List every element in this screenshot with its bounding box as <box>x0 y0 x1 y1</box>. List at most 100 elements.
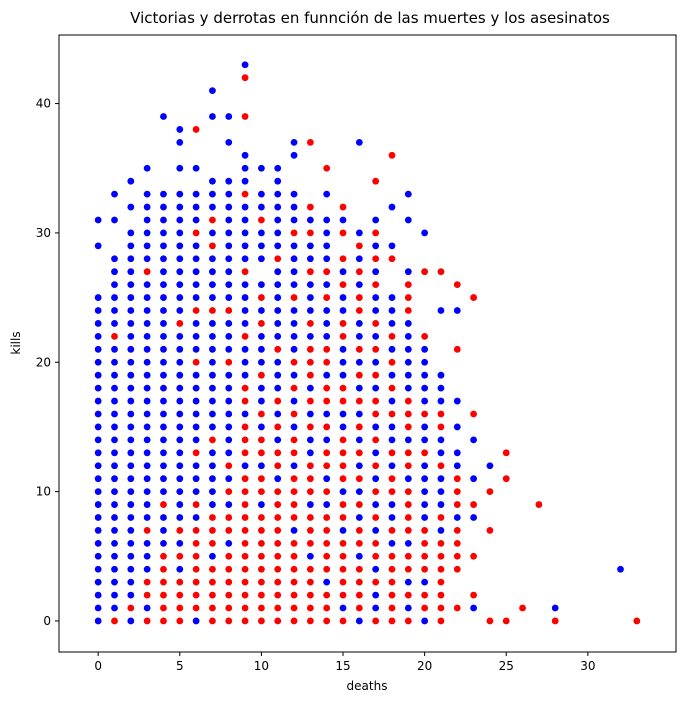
win-point <box>192 410 200 418</box>
win-point <box>143 488 151 496</box>
win-point <box>192 462 200 470</box>
win-point <box>241 203 249 211</box>
loss-point <box>192 565 200 573</box>
win-point <box>176 138 184 146</box>
win-point <box>241 320 249 327</box>
win-point <box>258 203 265 211</box>
loss-point <box>339 397 347 405</box>
win-point <box>143 371 151 379</box>
win-point <box>225 203 233 211</box>
loss-point <box>453 527 461 534</box>
win-point <box>404 216 412 224</box>
win-point <box>192 281 200 289</box>
win-point <box>274 281 282 289</box>
win-point <box>258 229 265 237</box>
win-point <box>225 281 233 289</box>
win-point <box>241 345 249 353</box>
loss-point <box>453 565 461 573</box>
win-point <box>94 591 102 599</box>
loss-point <box>437 539 445 547</box>
win-point <box>372 268 380 276</box>
win-point <box>143 242 151 250</box>
loss-point <box>306 138 314 146</box>
loss-point <box>372 617 380 625</box>
win-point <box>160 527 167 534</box>
loss-point <box>241 332 249 340</box>
win-point <box>209 332 216 340</box>
win-point <box>209 423 216 431</box>
win-point <box>127 514 135 521</box>
y-tick-label: 20 <box>36 355 51 369</box>
loss-point <box>225 462 233 470</box>
win-point <box>290 216 298 224</box>
loss-point <box>274 552 282 560</box>
win-point <box>339 216 347 224</box>
loss-point <box>388 410 396 418</box>
win-point <box>290 423 298 431</box>
loss-point <box>258 514 265 521</box>
y-tick-label: 10 <box>36 485 51 499</box>
win-point <box>127 501 135 508</box>
win-point <box>111 501 118 508</box>
loss-point <box>209 565 216 573</box>
loss-point <box>290 294 298 301</box>
win-point <box>323 371 331 379</box>
win-point <box>176 449 184 457</box>
win-point <box>127 281 135 289</box>
loss-point <box>339 436 347 444</box>
loss-point <box>404 462 412 470</box>
win-point <box>225 436 233 444</box>
loss-point <box>355 449 363 457</box>
win-point <box>127 177 135 185</box>
win-point <box>94 475 102 483</box>
win-point <box>323 578 331 586</box>
win-point <box>127 332 135 340</box>
loss-point <box>241 565 249 573</box>
loss-point <box>192 501 200 508</box>
win-point <box>209 268 216 276</box>
loss-point <box>323 462 331 470</box>
win-point <box>127 203 135 211</box>
win-point <box>290 332 298 340</box>
win-point <box>94 488 102 496</box>
win-point <box>323 281 331 289</box>
win-point <box>111 397 118 405</box>
win-point <box>355 462 363 470</box>
loss-point <box>421 539 429 547</box>
x-tick-label: 10 <box>254 659 269 673</box>
win-point <box>143 307 151 314</box>
loss-point <box>323 397 331 405</box>
win-point <box>306 410 314 418</box>
loss-point <box>143 268 151 276</box>
win-point <box>241 358 249 366</box>
loss-point <box>290 604 298 612</box>
win-point <box>225 177 233 185</box>
win-point <box>94 527 102 534</box>
win-point <box>372 527 380 534</box>
win-point <box>421 501 429 508</box>
win-point <box>127 358 135 366</box>
loss-point <box>355 307 363 314</box>
win-point <box>290 281 298 289</box>
loss-point <box>209 216 216 224</box>
win-point <box>388 423 396 431</box>
loss-point <box>453 539 461 547</box>
win-point <box>160 216 167 224</box>
win-point <box>453 397 461 405</box>
loss-point <box>225 617 233 625</box>
win-point <box>453 449 461 457</box>
loss-point <box>290 384 298 392</box>
win-point <box>160 358 167 366</box>
win-point <box>176 281 184 289</box>
loss-point <box>339 475 347 483</box>
win-point <box>339 527 347 534</box>
win-point <box>339 345 347 353</box>
win-point <box>94 436 102 444</box>
win-point <box>127 436 135 444</box>
loss-point <box>274 501 282 508</box>
win-point <box>290 151 298 159</box>
win-point <box>355 488 363 496</box>
win-point <box>355 229 363 237</box>
win-point <box>274 332 282 340</box>
win-point <box>323 190 331 198</box>
